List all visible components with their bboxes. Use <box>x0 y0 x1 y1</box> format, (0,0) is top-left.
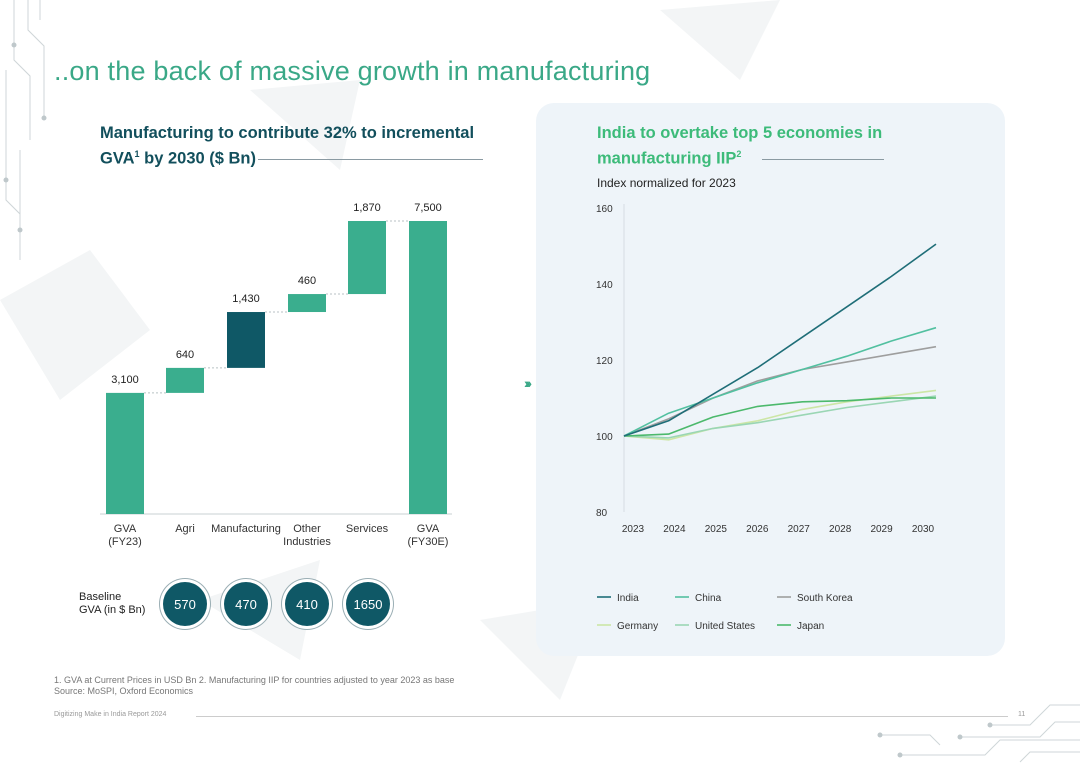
legend-item: India <box>597 593 639 604</box>
waterfall-title-line1: Manufacturing to contribute 32% to incre… <box>100 124 475 142</box>
waterfall-value-label: 3,100 <box>111 374 139 386</box>
waterfall-category-label: GVA <box>417 523 440 535</box>
legend-label: Germany <box>617 621 658 632</box>
line-series-india <box>623 243 937 437</box>
x-tick-label: 2030 <box>912 524 935 535</box>
waterfall-value-label: 7,500 <box>414 202 442 214</box>
page-title: ..on the back of massive growth in manuf… <box>54 56 651 86</box>
x-tick-label: 2023 <box>622 524 645 535</box>
baseline-badge-agri: 570 <box>163 582 207 626</box>
footer-report-name: Digitizing Make in India Report 2024 <box>54 711 167 718</box>
waterfall-value-label: 460 <box>298 275 316 287</box>
line-title-line2: manufacturing IIP2 <box>597 149 742 168</box>
baseline-badge-services: 1650 <box>346 582 390 626</box>
waterfall-value-label: 640 <box>176 349 194 361</box>
waterfall-bar <box>348 221 386 295</box>
waterfall-category-label: Manufacturing <box>211 523 281 535</box>
legend-label: China <box>695 593 722 604</box>
waterfall-title-underline <box>258 159 483 160</box>
y-tick-label: 120 <box>596 356 613 367</box>
x-tick-label: 2026 <box>746 524 769 535</box>
legend-label: Japan <box>797 621 824 632</box>
legend-item: Germany <box>597 621 658 632</box>
line-series-japan <box>623 397 936 437</box>
waterfall-chart-title: Manufacturing to contribute 32% to incre… <box>100 123 500 170</box>
baseline-badge-other-industries: 410 <box>285 582 329 626</box>
waterfall-bar <box>106 392 144 514</box>
line-chart-subtitle: Index normalized for 2023 <box>597 176 736 190</box>
line-series-china <box>623 326 937 437</box>
baseline-badge-manufacturing: 470 <box>224 582 268 626</box>
legend-label: United States <box>695 621 755 632</box>
legend-item: South Korea <box>777 593 853 604</box>
line-series-germany <box>623 389 937 441</box>
legend-item: United States <box>675 621 755 632</box>
line-chart-title: India to overtake top 5 economies in man… <box>597 123 917 170</box>
line-series-south-korea <box>623 345 937 437</box>
x-tick-label: 2027 <box>788 524 811 535</box>
waterfall-title-line2: GVA1 by 2030 ($ Bn) <box>100 149 257 168</box>
line-title-underline <box>762 159 884 160</box>
waterfall-category-label: (FY23) <box>108 536 142 548</box>
waterfall-chart: 3,100GVA(FY23)640Agri1,430Manufacturing4… <box>100 202 452 548</box>
waterfall-value-label: 1,870 <box>353 202 381 214</box>
waterfall-bar <box>227 312 265 368</box>
line-title-line1: India to overtake top 5 economies in <box>597 124 883 142</box>
waterfall-bar <box>288 294 326 313</box>
legend-label: India <box>617 593 639 604</box>
waterfall-category-label: Services <box>346 523 389 535</box>
x-tick-label: 2024 <box>663 524 686 535</box>
chevron-right-icon: ››› <box>524 375 532 391</box>
legend-item: Japan <box>777 621 824 632</box>
y-tick-label: 80 <box>596 508 608 519</box>
x-tick-label: 2025 <box>705 524 728 535</box>
line-series-united-states <box>623 395 937 439</box>
waterfall-category-label: Other <box>293 523 321 535</box>
page-number: 11 <box>1018 711 1026 718</box>
waterfall-category-label: Industries <box>283 536 331 548</box>
legend-item: China <box>675 593 722 604</box>
line-chart: 160 140 120 100 80 2023 2024 2025 2026 2027 2028 20… <box>596 204 937 632</box>
legend-label: South Korea <box>797 593 853 604</box>
baseline-label: Baseline GVA (in $ Bn) <box>79 591 146 616</box>
y-tick-label: 100 <box>596 432 613 443</box>
y-tick-label: 160 <box>596 204 613 215</box>
waterfall-category-label: (FY30E) <box>408 536 449 548</box>
waterfall-bar <box>166 367 204 393</box>
waterfall-bar <box>409 221 447 514</box>
x-tick-label: 2029 <box>870 524 893 535</box>
waterfall-category-label: Agri <box>175 523 195 535</box>
x-tick-label: 2028 <box>829 524 852 535</box>
footnote: 1. GVA at Current Prices in USD Bn 2. Ma… <box>54 675 455 696</box>
waterfall-category-label: GVA <box>114 523 137 535</box>
footer-divider <box>196 716 1008 717</box>
y-tick-label: 140 <box>596 280 613 291</box>
waterfall-value-label: 1,430 <box>232 293 260 305</box>
